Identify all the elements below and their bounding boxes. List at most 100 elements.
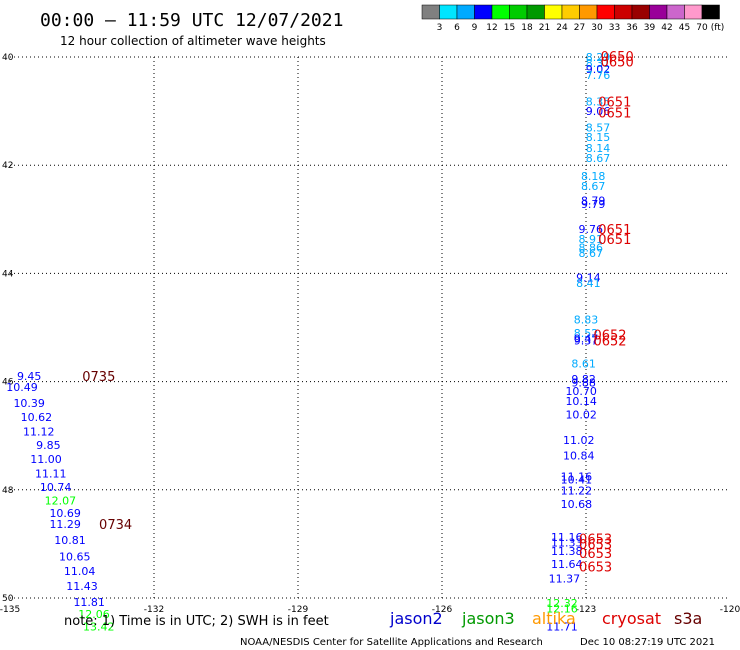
swh-value-label: 10.14	[565, 395, 597, 408]
y-tick-label: 46	[2, 378, 14, 388]
data-labels: 8.298.319.027.768.359.068.578.158.148.67…	[6, 50, 633, 634]
scale-label: 15	[504, 23, 515, 33]
chart-title: 00:00 – 11:59 UTC 12/07/2021	[40, 10, 343, 31]
scale-swatch	[509, 4, 528, 20]
swh-value-label: 10.49	[6, 381, 38, 394]
scale-label: 33	[609, 23, 620, 33]
swh-value-label: 10.02	[565, 409, 597, 422]
swh-value-label: 11.81	[73, 596, 105, 609]
pass-time-label: 0653	[579, 538, 612, 553]
swh-value-label: 8.52	[574, 327, 599, 340]
scale-swatch	[491, 4, 510, 20]
x-tick-label: -135	[0, 605, 20, 615]
scale-label: 9	[472, 23, 478, 33]
footer-note: note: 1) Time is in UTC; 2) SWH is in fe…	[64, 614, 329, 629]
scale-label: 39	[644, 23, 656, 33]
swh-value-label: 11.12	[23, 425, 55, 438]
scale-label: 70	[696, 23, 708, 33]
scale-label: 24	[556, 23, 568, 33]
swh-value-label: 9.82	[571, 373, 596, 386]
y-tick-label: 40	[2, 53, 14, 63]
scale-swatch	[614, 4, 633, 20]
swh-value-label: 10.70	[565, 385, 597, 398]
swh-value-label: 8.86	[579, 241, 604, 254]
swh-value-label: 11.22	[561, 484, 593, 497]
swh-value-label: 10.68	[561, 498, 593, 511]
swh-value-label: 11.04	[64, 565, 96, 578]
map-grid	[10, 56, 730, 599]
swh-value-label: 8.79	[581, 194, 606, 207]
legend-cryosat: cryosat	[602, 609, 661, 628]
scale-swatch	[544, 4, 563, 20]
swh-value-label: 11.11	[35, 468, 67, 481]
legend-jason3: jason3	[461, 609, 515, 628]
swh-value-label: 11.00	[30, 453, 62, 466]
scale-unit: (ft)	[711, 23, 725, 33]
swh-value-label: 10.81	[54, 534, 86, 547]
swh-value-label: 9.45	[17, 370, 42, 383]
scale-label: 12	[486, 23, 497, 33]
scale-label: 21	[539, 23, 550, 33]
scale-swatch	[649, 4, 668, 20]
x-tick-label: -126	[432, 605, 453, 615]
swh-value-label: 8.15	[586, 131, 611, 144]
legend-jason2: jason2	[389, 609, 443, 628]
pass-time-label: 0651	[598, 223, 631, 238]
scale-swatch	[561, 4, 580, 20]
swh-value-label: 8.31	[586, 57, 611, 70]
pass-time-label: 0651	[598, 233, 631, 248]
swh-value-label: 9.76	[579, 223, 604, 236]
swh-value-label: 11.38	[551, 545, 583, 558]
swh-value-label: 8.29	[586, 51, 611, 64]
x-tick-label: -132	[144, 605, 164, 615]
swh-value-label: 9.85	[36, 439, 61, 452]
pass-time-label: 0734	[99, 518, 132, 533]
scale-swatch	[631, 4, 650, 20]
scale-label: 3	[437, 23, 443, 33]
swh-value-label: 11.71	[546, 621, 578, 634]
swh-value-label: 8.57	[586, 121, 611, 134]
swh-value-label: 12.07	[45, 495, 77, 508]
scale-swatch	[596, 4, 615, 20]
swh-value-label: 8.67	[579, 247, 604, 260]
swh-value-label: 10.41	[561, 474, 593, 487]
x-tick-label: -123	[576, 605, 596, 615]
swh-value-label: 9.02	[586, 63, 611, 76]
swh-value-label: 10.69	[49, 507, 81, 520]
swh-value-label: 12.32	[546, 597, 578, 610]
scale-label: 27	[574, 23, 585, 33]
swh-value-label: 11.64	[551, 558, 583, 571]
pass-time-label: 0650	[601, 50, 634, 65]
swh-value-label: 9.47	[574, 332, 599, 345]
pass-time-label: 0653	[579, 532, 612, 547]
swh-value-label: 11.43	[66, 580, 98, 593]
y-tick-label: 50	[2, 594, 14, 604]
swh-value-label: 9.88	[571, 377, 596, 390]
scale-label: 6	[454, 23, 460, 33]
y-tick-label: 48	[2, 486, 14, 496]
pass-time-label: 0653	[579, 561, 612, 576]
scale-swatch	[439, 4, 458, 20]
pass-time-label: 0652	[593, 329, 626, 344]
swh-value-label: 9.37	[574, 334, 599, 347]
scale-swatch	[701, 4, 720, 20]
scale-label: 45	[679, 23, 690, 33]
scale-swatch	[456, 4, 475, 20]
swh-value-label: 7.76	[586, 69, 611, 82]
swh-value-label: 8.67	[586, 152, 611, 165]
swh-value-label: 8.35	[586, 95, 611, 108]
scale-swatch	[421, 4, 440, 20]
swh-value-label: 8.41	[576, 277, 601, 290]
swh-value-label: 10.74	[40, 481, 72, 494]
axis-tick-labels: -135 -132 -129 -126 -123 -120 40 42 44 46 48 50	[0, 53, 740, 615]
swh-value-label: 8.18	[581, 170, 606, 183]
swh-value-label: 10.84	[563, 450, 595, 463]
scale-swatch	[526, 4, 545, 20]
y-tick-label: 44	[2, 269, 14, 279]
chart-subtitle: 12 hour collection of altimeter wave hei…	[60, 34, 326, 48]
swh-value-label: 11.16	[551, 531, 583, 544]
footer-credit: NOAA/NESDIS Center for Satellite Applica…	[240, 637, 543, 648]
pass-time-label: 0650	[601, 55, 634, 70]
swh-value-label: 11.16	[561, 470, 593, 483]
